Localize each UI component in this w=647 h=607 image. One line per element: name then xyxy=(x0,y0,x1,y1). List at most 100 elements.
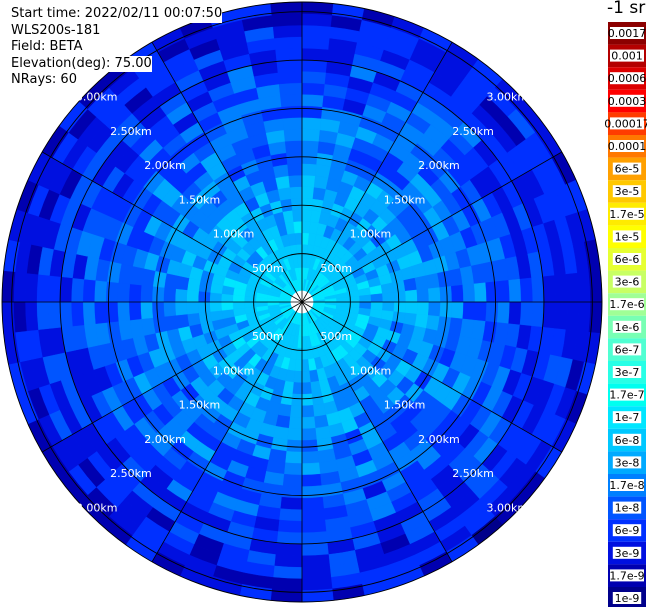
radar-cell xyxy=(163,287,177,303)
radar-cell xyxy=(220,293,234,303)
radar-cell xyxy=(359,294,372,303)
radar-cell xyxy=(280,94,303,108)
range-ring-label: 2.00km xyxy=(418,433,460,446)
radar-cell xyxy=(151,286,165,303)
radar-cell xyxy=(105,281,119,303)
radar-cell xyxy=(272,164,289,179)
radar-cell xyxy=(288,416,303,430)
colorbar-label: 6e-6 xyxy=(615,253,640,266)
radar-cell xyxy=(311,392,324,406)
radar-cell xyxy=(286,439,303,453)
colorbar-label: 1e-9 xyxy=(615,592,640,605)
radar-cell xyxy=(301,140,320,154)
radar-cell xyxy=(301,496,324,510)
radar-cell xyxy=(301,163,317,177)
colorbar-label-bg xyxy=(610,298,644,311)
radar-cell xyxy=(382,292,395,303)
range-ring-label: 2.00km xyxy=(144,159,186,172)
colorbar-label-bg xyxy=(612,343,642,356)
radar-cell xyxy=(36,301,50,330)
radar-cell xyxy=(301,393,314,407)
radar-cell xyxy=(289,186,303,199)
colorbar: 0.0017 0.001 0.0006 0.0003 0.00017 0.0001 6e-5… xyxy=(604,22,647,607)
radar-cell xyxy=(370,293,384,303)
radar-cell xyxy=(47,301,62,329)
radar-cell xyxy=(301,462,321,476)
range-ring-label: 2.00km xyxy=(144,433,186,446)
radar-cell xyxy=(370,301,384,311)
colorbar-label: 6e-7 xyxy=(615,343,640,356)
colorbar-label-bg xyxy=(612,433,642,446)
colorbar-label: 3e-7 xyxy=(615,366,640,379)
radar-cell xyxy=(519,301,534,327)
range-ring-label: 2.00km xyxy=(418,159,460,172)
radar-cell xyxy=(301,473,322,487)
radar-cell xyxy=(301,382,312,395)
radar-cell xyxy=(301,151,318,165)
colorbar-label: 6e-9 xyxy=(615,524,640,537)
radar-cell xyxy=(301,117,322,131)
radar-cell xyxy=(294,232,303,245)
radar-cell xyxy=(301,554,330,568)
radar-cell xyxy=(414,275,429,291)
range-ring-label: 3.00km xyxy=(76,91,118,104)
radar-cell xyxy=(70,301,85,327)
radar-cell xyxy=(36,274,50,303)
radar-cell xyxy=(280,496,303,510)
colorbar-units: -1 sr xyxy=(607,0,646,18)
colorbar-label-bg xyxy=(610,388,644,401)
radar-cell xyxy=(272,565,303,580)
colorbar-label-bg xyxy=(612,162,642,175)
radar-cell xyxy=(163,301,177,317)
radar-cell xyxy=(462,283,476,303)
radar-cell xyxy=(292,209,303,222)
radar-cell xyxy=(282,117,303,131)
azimuth-spoke xyxy=(301,151,562,303)
colorbar-label: 1e-8 xyxy=(615,502,640,515)
radar-cell xyxy=(312,403,327,418)
radar-cell xyxy=(174,288,188,303)
radar-cell xyxy=(292,382,303,395)
range-ring-label: 500m xyxy=(320,262,352,275)
radar-cell xyxy=(301,531,328,545)
radar-cell xyxy=(220,301,234,311)
radar-cell xyxy=(393,301,407,314)
radar-cell xyxy=(301,405,315,418)
range-ring-label: 1.00km xyxy=(213,364,255,377)
radar-cell xyxy=(496,280,510,303)
radar-cell xyxy=(577,271,591,303)
radar-cell xyxy=(209,292,222,303)
radar-cell xyxy=(313,414,329,429)
radar-cell xyxy=(70,277,85,303)
radar-cell xyxy=(197,301,211,314)
radar-cell xyxy=(286,151,303,165)
radar-cell xyxy=(288,174,303,188)
radar-cell xyxy=(13,301,27,333)
colorbar-label: 6e-5 xyxy=(615,163,640,176)
range-ring-label: 1.50km xyxy=(179,193,221,206)
radar-cell xyxy=(301,427,317,441)
radar-cell xyxy=(281,485,303,499)
radar-cell xyxy=(565,301,580,332)
range-ring-label: 1.00km xyxy=(213,228,255,241)
radar-cell xyxy=(301,186,315,199)
radar-cell xyxy=(82,278,96,303)
colorbar-label-bg xyxy=(612,524,642,537)
colorbar-label-bg xyxy=(612,456,642,469)
azimuth-spoke xyxy=(41,301,303,453)
colorbar-label-bg xyxy=(610,94,644,107)
radar-cell xyxy=(117,301,131,322)
radar-cell xyxy=(105,301,119,323)
range-ring-label: 1.00km xyxy=(350,228,392,241)
radar-cell xyxy=(13,271,27,303)
radar-cell xyxy=(232,301,245,310)
radar-cell xyxy=(439,301,453,318)
azimuth-spoke xyxy=(301,41,453,303)
radar-cell xyxy=(277,519,303,534)
colorbar-label: 1.7e-8 xyxy=(609,479,644,492)
radar-cell xyxy=(275,175,291,190)
radar-cell xyxy=(416,301,430,316)
colorbar-label: 1e-6 xyxy=(615,321,640,334)
radar-cell xyxy=(301,128,321,142)
